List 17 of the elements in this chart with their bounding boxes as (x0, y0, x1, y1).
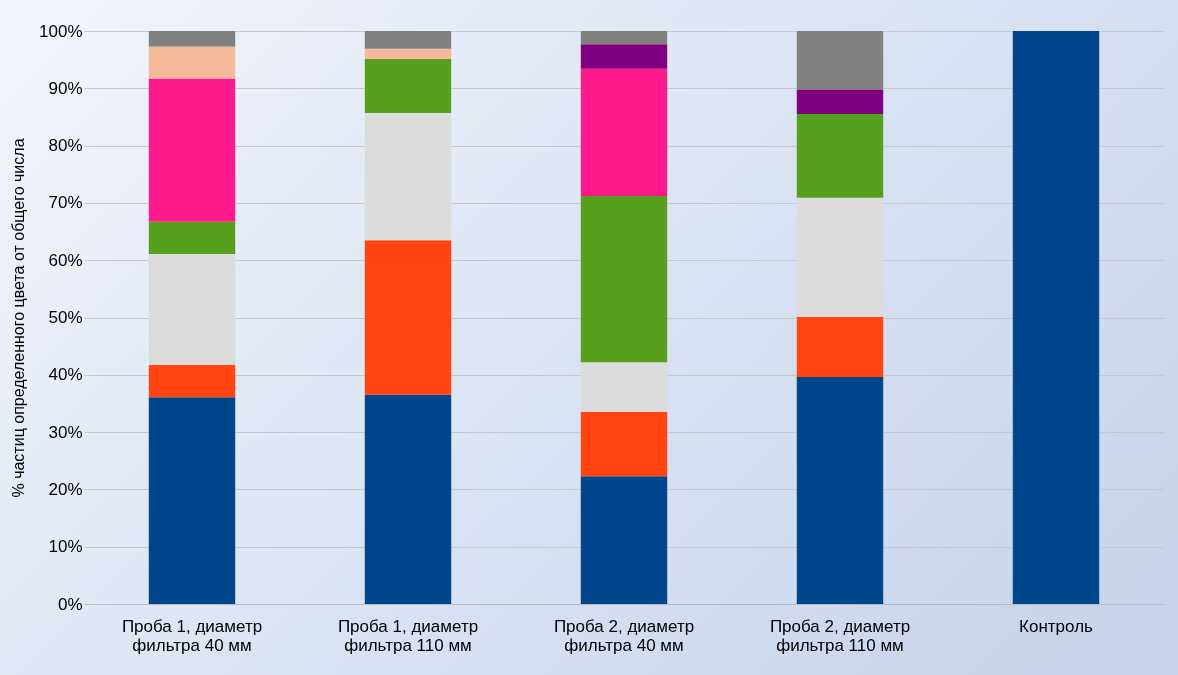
x-tick-label: Проба 2, диаметр фильтра 110 мм (769, 616, 911, 655)
y-tick-label: 90% (48, 78, 83, 98)
y-axis-title: % частиц определенного цвета от общего числа (10, 138, 28, 498)
y-tick-label: 50% (48, 308, 83, 327)
x-tick-label: Проба 2, диаметр фильтра 40 мм (553, 616, 695, 655)
y-tick-label: 0% (57, 594, 83, 614)
y-tick-label: 20% (48, 479, 83, 499)
x-tick-label: Проба 1, диаметр фильтра 40 мм (121, 616, 263, 655)
x-tick-label: Контроль (1019, 616, 1094, 636)
y-tick-label: 100% (39, 21, 83, 41)
y-tick-label: 60% (48, 250, 83, 270)
y-tick-label: 40% (48, 365, 83, 385)
x-tick-label: Проба 1, диаметр фильтра 110 мм (337, 616, 479, 655)
y-tick-label: 80% (48, 136, 83, 156)
y-tick-label: 30% (48, 422, 83, 442)
y-tick-label: 10% (48, 537, 83, 557)
y-tick-label: 70% (48, 193, 83, 213)
